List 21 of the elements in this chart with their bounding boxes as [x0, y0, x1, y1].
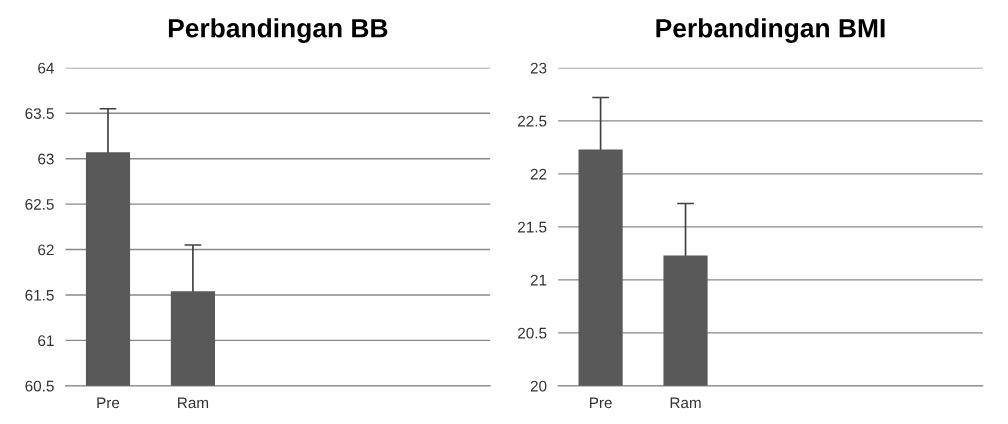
y-tick-label: 22.5	[518, 115, 547, 127]
y-tick-label: 20.5	[518, 327, 547, 339]
y-tick-label: 22	[530, 168, 547, 180]
y-tick-label: 21	[530, 274, 547, 286]
chart-title: Perbandingan BMI	[656, 18, 885, 43]
y-tick-label: 63	[38, 153, 54, 165]
y-tick-label: 20	[530, 380, 547, 392]
y-tick-label: 60.5	[25, 380, 54, 392]
x-tick-label: Ram	[178, 397, 209, 409]
y-tick-label: 23	[530, 62, 547, 74]
y-tick-label: 21.5	[518, 221, 547, 233]
y-tick-label: 61	[38, 335, 54, 347]
y-tick-label: 62	[38, 244, 54, 256]
y-tick-label: 63.5	[25, 108, 54, 119]
x-tick-label: Pre	[97, 397, 120, 409]
chart-title: Perbandingan BB	[168, 18, 388, 43]
y-tick-label: 61.5	[25, 289, 54, 301]
y-tick-label: 64	[38, 62, 54, 74]
x-tick-label: Pre	[589, 397, 612, 409]
y-tick-label: 62.5	[25, 198, 54, 210]
x-tick-label: Ram	[670, 397, 701, 409]
